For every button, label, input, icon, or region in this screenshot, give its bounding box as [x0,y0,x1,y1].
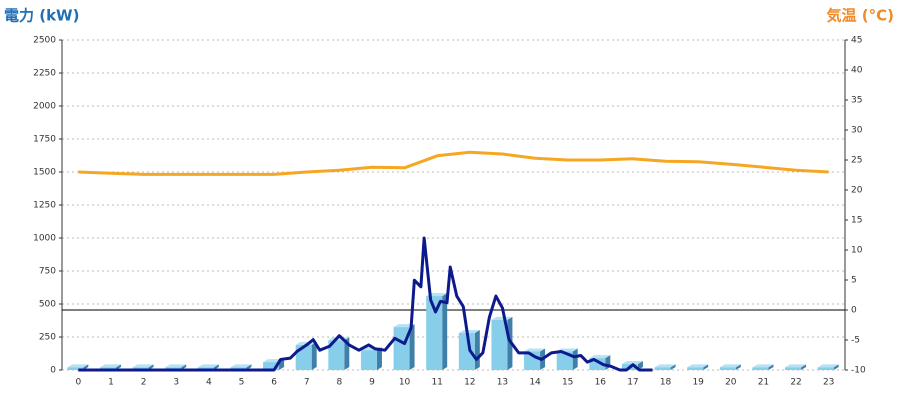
bar-side [801,364,807,370]
bar-top [524,348,546,352]
y2-tick-label: 45 [851,36,862,46]
bar-side [409,324,415,370]
bar-side [670,364,676,370]
y2-tick-label: 25 [851,156,862,166]
bar [360,350,377,370]
line [78,236,653,372]
bar-side [311,341,317,370]
bar-top [67,364,89,368]
y2-tick-label: -10 [851,366,866,376]
x-tick-label: 11 [431,378,442,388]
bar-top [230,364,252,368]
bar-top [458,330,480,334]
bar-side [572,348,578,370]
y-tick-label: 250 [39,333,56,343]
line [78,150,829,176]
bar-side [833,364,839,370]
bar [263,362,280,370]
bar-top [719,364,741,368]
bar-top [687,364,709,368]
bar-top [785,364,807,368]
x-tick-label: 8 [336,378,342,388]
y2-tick-label: 35 [851,96,862,106]
y-tick-label: 2250 [33,69,56,79]
bar-side [442,293,448,370]
y-tick-label: 2000 [33,102,56,112]
y2-tick-label: 30 [851,126,863,136]
bar [719,367,736,370]
x-tick-label: 9 [369,378,375,388]
bar-top [654,364,676,368]
y-tick-label: 1500 [33,168,56,178]
x-tick-label: 17 [627,378,638,388]
y-tick-label: 1750 [33,135,56,145]
x-tick-label: 23 [823,378,834,388]
x-tick-label: 4 [206,378,212,388]
y-axis-title: 電力 (kW) [4,7,79,25]
y2-tick-label: 5 [851,276,857,286]
y2-axis-title: 気温 (°C) [827,7,894,25]
bar-side [768,364,774,370]
x-tick-label: 12 [464,378,475,388]
bar [328,340,345,370]
bar-top [621,361,643,365]
x-tick-label: 19 [692,378,704,388]
x-tick-label: 18 [660,378,672,388]
bar [817,367,834,370]
bar [491,319,508,370]
bar-side [735,364,741,370]
bar-side [703,364,709,370]
y2-tick-label: 0 [851,306,857,316]
bar-side [376,347,382,370]
y-tick-label: 1000 [33,234,56,244]
bar-top [197,364,219,368]
bar [785,367,802,370]
x-tick-label: 22 [790,378,801,388]
x-tick-label: 5 [239,378,245,388]
x-tick-label: 10 [399,378,411,388]
y2-tick-label: 15 [851,216,862,226]
x-tick-label: 1 [108,378,114,388]
bar-top [589,355,611,359]
x-tick-label: 2 [141,378,147,388]
y2-tick-label: 10 [851,246,863,256]
bar-top [99,364,121,368]
bar-top [752,364,774,368]
bar-side [637,361,643,370]
y2-tick-label: 20 [851,186,863,196]
bar-top [132,364,154,368]
bar-side [474,330,480,370]
bar [752,367,769,370]
x-tick-label: 15 [562,378,573,388]
bar-top [817,364,839,368]
x-tick-label: 0 [75,378,81,388]
x-tick-label: 13 [497,378,508,388]
y-tick-label: 1250 [33,201,56,211]
x-tick-label: 3 [173,378,179,388]
bar-top [491,316,513,320]
bar [654,367,671,370]
y-tick-label: 0 [50,366,56,376]
y-tick-label: 750 [39,267,56,277]
bar [589,358,606,370]
x-tick-label: 14 [529,378,541,388]
x-tick-label: 6 [271,378,277,388]
y2-tick-label: -5 [851,336,860,346]
bar [426,296,443,370]
x-tick-label: 21 [758,378,769,388]
y2-tick-label: 40 [851,66,863,76]
bar [67,367,84,370]
y-tick-label: 2500 [33,36,56,46]
y-tick-label: 500 [39,300,56,310]
bar-top [393,324,415,328]
bar [687,367,704,370]
bar [458,333,475,370]
x-tick-label: 16 [595,378,607,388]
x-tick-label: 20 [725,378,737,388]
bar-top [165,364,187,368]
x-tick-label: 7 [304,378,310,388]
